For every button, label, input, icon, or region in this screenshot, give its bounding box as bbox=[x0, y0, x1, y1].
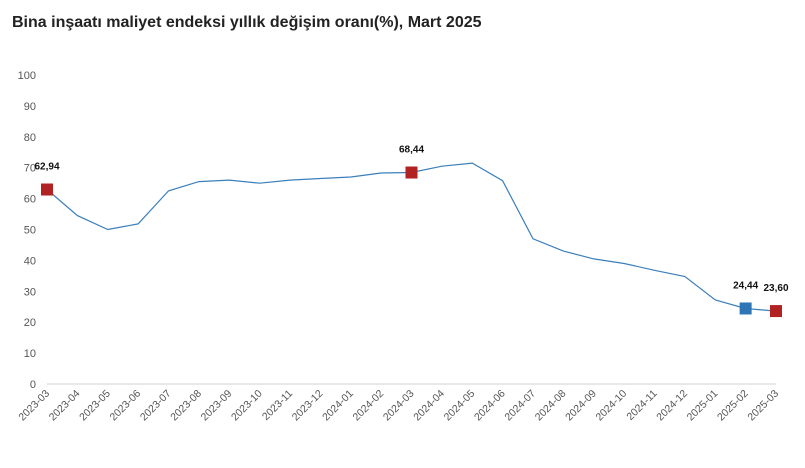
data-label: 62,94 bbox=[34, 162, 59, 173]
x-tick-label: 2024-10 bbox=[594, 388, 630, 424]
x-tick-label: 2024-12 bbox=[654, 388, 690, 424]
y-tick-label: 10 bbox=[24, 348, 36, 360]
x-tick-label: 2024-02 bbox=[351, 388, 387, 424]
x-tick-label: 2024-11 bbox=[624, 388, 659, 423]
x-tick-label: 2023-09 bbox=[199, 388, 235, 424]
x-axis: 2023-032023-042023-052023-062023-072023-… bbox=[16, 383, 781, 424]
y-tick-label: 70 bbox=[24, 163, 36, 175]
x-tick-label: 2024-06 bbox=[472, 388, 508, 424]
series-group bbox=[46, 162, 777, 312]
data-point-marker bbox=[770, 305, 782, 318]
x-tick-label: 2024-05 bbox=[442, 388, 478, 424]
x-tick-label: 2025-01 bbox=[685, 388, 721, 424]
x-tick-label: 2023-05 bbox=[77, 388, 113, 424]
x-tick-label: 2023-06 bbox=[108, 388, 144, 424]
x-tick-label: 2023-11 bbox=[260, 388, 295, 423]
x-tick-label: 2023-04 bbox=[47, 388, 83, 424]
y-axis: 0 10 20 30 40 50 60 70 80 90 100 bbox=[18, 70, 36, 391]
x-tick-label: 2024-08 bbox=[533, 388, 569, 424]
x-tick-label: 2024-03 bbox=[381, 388, 417, 424]
x-tick-label: 2023-03 bbox=[16, 388, 52, 424]
data-point-marker bbox=[739, 302, 752, 315]
series-line bbox=[46, 162, 777, 312]
data-label: 23,60 bbox=[763, 283, 788, 294]
y-tick-label: 20 bbox=[24, 317, 36, 329]
y-tick-label: 0 bbox=[30, 379, 36, 391]
y-tick-label: 100 bbox=[18, 70, 36, 82]
x-tick-label: 2024-04 bbox=[411, 388, 447, 424]
x-tick-label: 2025-02 bbox=[715, 388, 751, 424]
x-tick-label: 2023-08 bbox=[168, 388, 204, 424]
x-tick-label: 2023-12 bbox=[290, 388, 326, 424]
x-tick-label: 2024-09 bbox=[563, 388, 599, 424]
x-tick-label: 2025-03 bbox=[745, 388, 781, 424]
data-label: 24,44 bbox=[733, 280, 758, 291]
y-tick-label: 40 bbox=[24, 255, 36, 267]
y-tick-label: 80 bbox=[24, 132, 36, 144]
chart-title: Bina inşaatı maliyet endeksi yıllık deği… bbox=[12, 14, 482, 31]
y-tick-label: 90 bbox=[24, 101, 36, 113]
y-tick-label: 60 bbox=[24, 194, 36, 206]
x-tick-label: 2023-07 bbox=[138, 388, 174, 424]
x-tick-label: 2023-10 bbox=[229, 388, 265, 424]
y-tick-label: 50 bbox=[24, 225, 36, 237]
x-tick-label: 2024-01 bbox=[320, 388, 356, 424]
x-tick-label: 2024-07 bbox=[502, 388, 538, 424]
data-point-marker bbox=[405, 166, 418, 179]
markers-group: 62,94 68,44 24,44 23,60 bbox=[34, 145, 789, 318]
data-label: 68,44 bbox=[399, 145, 424, 156]
y-tick-label: 30 bbox=[24, 286, 36, 298]
data-point-marker bbox=[41, 183, 53, 196]
